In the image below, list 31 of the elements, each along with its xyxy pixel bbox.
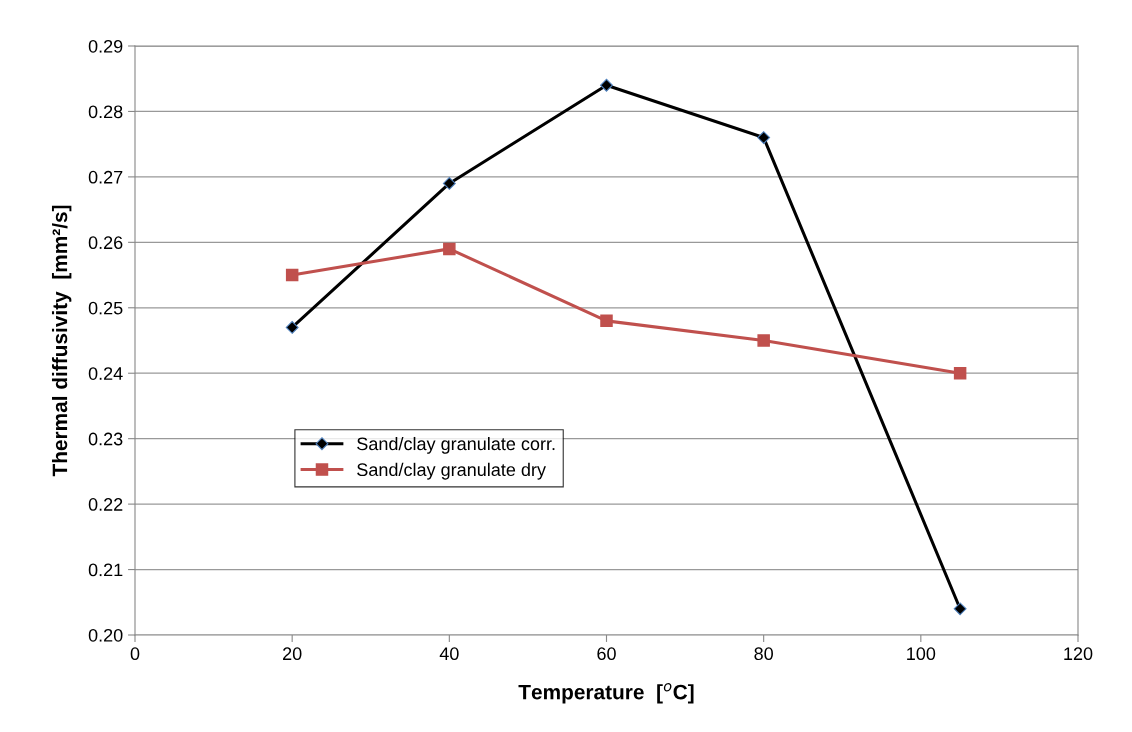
x-tick-label: 100 <box>907 647 936 661</box>
y-tick-label: 0.25 <box>88 301 123 315</box>
y-tick-label: 0.21 <box>88 563 123 577</box>
x-tick-label: 120 <box>1064 647 1093 661</box>
y-axis-title: Thermal diffusivity [mm²/s] <box>51 205 72 477</box>
point <box>443 242 456 256</box>
point <box>285 268 299 282</box>
point <box>757 334 770 347</box>
x-tick-label: 80 <box>754 647 773 661</box>
x-tick-label: 0 <box>130 647 140 661</box>
point <box>953 602 967 616</box>
x-tick-label: 40 <box>439 647 459 661</box>
x-axis-title: Temperature [$^{o}$C] <box>518 683 694 704</box>
y-tick-label: 0.20 <box>88 628 123 642</box>
legend-label: Sand/clay granulate corr. <box>357 436 555 454</box>
y-tick-label: 0.26 <box>88 236 123 250</box>
point <box>953 366 967 380</box>
point <box>600 78 613 92</box>
y-tick-label: 0.24 <box>88 367 123 380</box>
y-tick-label: 0.28 <box>88 105 123 119</box>
y-tick-label: 0.22 <box>88 498 123 511</box>
y-tick-label: 0.29 <box>88 39 123 53</box>
point <box>285 320 299 334</box>
point <box>442 176 456 190</box>
y-tick-label: 0.23 <box>88 432 123 446</box>
legend-label: Sand/clay granulate dry <box>357 462 546 480</box>
y-tick-label: 0.27 <box>88 170 123 184</box>
point <box>757 131 771 145</box>
x-tick-label: 20 <box>283 647 302 661</box>
point <box>600 314 613 328</box>
x-tick-label: 60 <box>597 647 616 661</box>
